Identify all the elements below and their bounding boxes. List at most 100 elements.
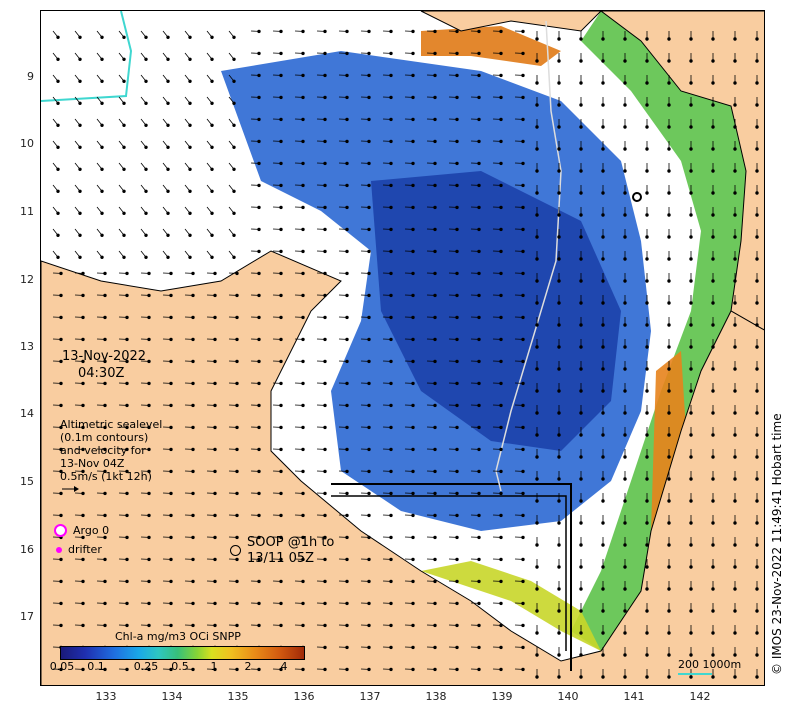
velocity-arrow-head <box>367 447 371 452</box>
velocity-arrow-head <box>535 323 539 327</box>
velocity-arrow-head <box>188 189 192 194</box>
velocity-arrow-head <box>323 381 327 386</box>
velocity-arrow-head <box>103 337 107 342</box>
velocity-arrow-head <box>733 235 737 239</box>
velocity-arrow-head <box>521 29 525 34</box>
velocity-arrow-head <box>301 491 305 496</box>
velocity-arrow-head <box>689 587 693 591</box>
velocity-arrow-head <box>144 189 148 194</box>
velocity-arrow-head <box>367 249 371 254</box>
velocity-arrow-head <box>147 359 151 364</box>
velocity-arrow-head <box>667 125 671 129</box>
velocity-arrow-head <box>188 167 192 172</box>
velocity-arrow-head <box>411 293 415 298</box>
velocity-arrow-head <box>499 51 503 56</box>
lon-tick: 140 <box>557 690 579 703</box>
velocity-arrow-head <box>323 227 327 232</box>
velocity-arrow-head <box>301 425 305 430</box>
velocity-arrow-head <box>122 101 126 106</box>
velocity-arrow-head <box>733 675 737 679</box>
velocity-arrow-head <box>733 543 737 547</box>
velocity-arrow-head <box>711 411 715 415</box>
velocity-arrow-head <box>323 359 327 364</box>
velocity-arrow-head <box>623 59 627 63</box>
velocity-arrow-head <box>323 95 327 100</box>
velocity-arrow-head <box>367 205 371 210</box>
colorbar-tick: 0.25 <box>133 660 159 673</box>
velocity-arrow-head <box>689 125 693 129</box>
velocity-arrow-head <box>623 301 627 305</box>
velocity-arrow-head <box>144 145 148 150</box>
velocity-arrow-head <box>367 381 371 386</box>
velocity-arrow-head <box>499 513 503 518</box>
velocity-arrow-head <box>601 59 605 63</box>
lat-tick: 15 <box>20 475 34 488</box>
velocity-arrow-head <box>411 557 415 562</box>
velocity-arrow-head <box>367 117 371 122</box>
velocity-arrow-head <box>455 491 459 496</box>
altimetry-line: Altimetric sealevel <box>60 418 163 431</box>
velocity-arrow-head <box>557 257 561 261</box>
velocity-arrow-head <box>235 359 239 364</box>
velocity-arrow-head <box>455 293 459 298</box>
velocity-arrow-head <box>667 499 671 503</box>
velocity-arrow-head <box>455 667 459 672</box>
velocity-arrow-head <box>623 235 627 239</box>
velocity-arrow-head <box>711 455 715 459</box>
velocity-arrow-head <box>455 249 459 254</box>
velocity-arrow-head <box>455 227 459 232</box>
velocity-arrow-head <box>711 389 715 393</box>
velocity-arrow-head <box>601 191 605 195</box>
velocity-arrow-head <box>367 95 371 100</box>
velocity-arrow-head <box>689 565 693 569</box>
velocity-arrow-head <box>279 249 283 254</box>
velocity-arrow-head <box>323 623 327 628</box>
velocity-arrow-head <box>535 59 539 63</box>
velocity-arrow-head <box>557 587 561 591</box>
velocity-arrow-head <box>601 37 605 41</box>
velocity-arrow-head <box>535 345 539 349</box>
velocity-arrow-head <box>210 123 214 128</box>
velocity-arrow-head <box>367 293 371 298</box>
velocity-arrow-head <box>367 315 371 320</box>
velocity-arrow-head <box>144 233 148 238</box>
velocity-arrow-head <box>279 381 283 386</box>
velocity-arrow-head <box>81 425 85 430</box>
velocity-arrow-head <box>323 117 327 122</box>
velocity-arrow-head <box>367 51 371 56</box>
velocity-arrow-head <box>433 359 437 364</box>
velocity-arrow-head <box>645 125 649 129</box>
velocity-arrow-head <box>433 205 437 210</box>
velocity-arrow-head <box>81 271 85 276</box>
velocity-arrow-head <box>667 279 671 283</box>
velocity-arrow-head <box>345 29 349 34</box>
velocity-arrow-head <box>257 227 261 232</box>
velocity-arrow-head <box>147 293 151 298</box>
velocity-arrow-head <box>169 403 173 408</box>
velocity-arrow-head <box>733 125 737 129</box>
lat-tick: 9 <box>27 70 34 83</box>
lat-tick: 17 <box>20 610 34 623</box>
colorbar-tick: 0.1 <box>87 660 105 673</box>
velocity-arrow-head <box>323 403 327 408</box>
velocity-arrow-head <box>169 381 173 386</box>
velocity-arrow-head <box>521 513 525 518</box>
velocity-arrow-head <box>755 477 759 481</box>
velocity-arrow-head <box>257 183 261 188</box>
velocity-arrow-head <box>499 205 503 210</box>
velocity-arrow-head <box>301 161 305 166</box>
velocity-arrow-head <box>323 293 327 298</box>
velocity-arrow-head <box>455 469 459 474</box>
velocity-arrow-head <box>210 145 214 150</box>
velocity-arrow-head <box>579 631 583 635</box>
velocity-arrow-head <box>103 579 107 584</box>
velocity-arrow-head <box>579 147 583 151</box>
velocity-arrow-head <box>455 205 459 210</box>
velocity-arrow-head <box>389 227 393 232</box>
velocity-arrow-head <box>755 653 759 657</box>
velocity-arrow-head <box>557 125 561 129</box>
velocity-arrow-head <box>125 425 129 430</box>
velocity-arrow-head <box>755 147 759 151</box>
soop-track-2 <box>331 495 567 651</box>
velocity-arrow-head <box>711 433 715 437</box>
